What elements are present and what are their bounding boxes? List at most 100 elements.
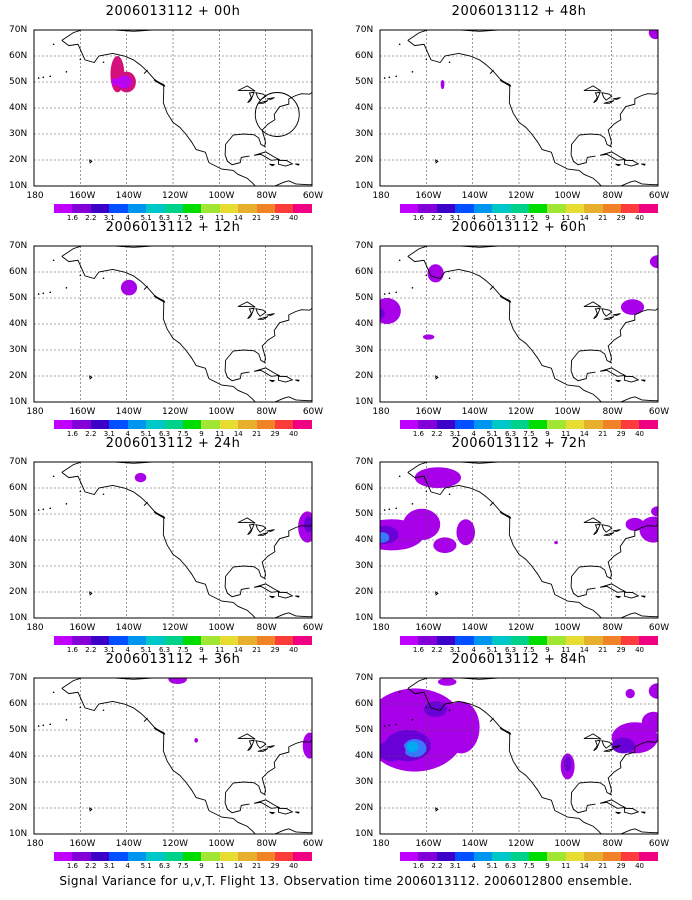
colorbar-label: 5.1 bbox=[140, 862, 152, 870]
colorbar-label: 40 bbox=[635, 430, 645, 438]
lon-label: 140W bbox=[461, 623, 488, 633]
lon-label: 60W bbox=[648, 839, 670, 849]
colorbar-swatch bbox=[473, 636, 493, 645]
colorbar-label: 9 bbox=[199, 214, 204, 222]
lon-label: 80W bbox=[602, 623, 623, 633]
island-dot bbox=[42, 76, 45, 79]
map-canvas bbox=[379, 245, 659, 403]
lake-outline bbox=[255, 524, 267, 533]
colorbar-swatch bbox=[90, 420, 110, 429]
lon-label: 80W bbox=[256, 839, 277, 849]
lat-label: 70N bbox=[9, 673, 28, 683]
colorbar-swatch bbox=[492, 204, 511, 213]
island-outline bbox=[153, 79, 166, 87]
island-dot bbox=[383, 509, 386, 511]
island-outline bbox=[295, 379, 300, 382]
lon-label: 120W bbox=[508, 839, 535, 849]
colorbar-label: 14 bbox=[579, 214, 589, 222]
colorbar-label: 2.2 bbox=[85, 214, 97, 222]
map-canvas bbox=[33, 245, 313, 403]
variance-contour bbox=[554, 541, 558, 545]
colorbar-swatch bbox=[565, 636, 585, 645]
lon-label: 60W bbox=[648, 191, 670, 201]
lat-label: 10N bbox=[9, 397, 28, 407]
island-outline bbox=[434, 807, 439, 812]
island-dot bbox=[42, 292, 45, 295]
colorbar-swatch bbox=[639, 204, 658, 213]
variance-contour bbox=[406, 741, 419, 753]
colorbar-swatch bbox=[584, 420, 603, 429]
lat-label: 70N bbox=[9, 241, 28, 251]
colorbar-swatch bbox=[238, 852, 257, 861]
coastline bbox=[407, 462, 519, 473]
island-outline bbox=[253, 367, 281, 377]
lat-label: 30N bbox=[9, 345, 28, 355]
colorbar-swatch bbox=[164, 420, 183, 429]
colorbar-swatch bbox=[146, 636, 165, 645]
colorbar-swatch bbox=[565, 420, 585, 429]
colorbar-label: 40 bbox=[289, 430, 299, 438]
colorbar-label: 11 bbox=[215, 862, 225, 870]
colorbar-label: 21 bbox=[598, 862, 608, 870]
island-dot bbox=[388, 76, 391, 79]
lat-label: 10N bbox=[355, 181, 374, 191]
colorbar-label: 14 bbox=[233, 646, 243, 654]
colorbar-swatch bbox=[293, 420, 312, 429]
colorbar-swatch bbox=[528, 204, 548, 213]
lat-label: 70N bbox=[355, 673, 374, 683]
colorbar-swatch bbox=[54, 852, 73, 861]
panel-title: 2006013112 + 12h bbox=[105, 220, 241, 235]
map-frame bbox=[33, 245, 313, 403]
colorbar-label: 7.5 bbox=[523, 646, 535, 654]
island-dot bbox=[49, 75, 52, 78]
colorbar-swatch bbox=[565, 204, 585, 213]
lon-label: 140W bbox=[461, 839, 488, 849]
colorbar-swatch bbox=[602, 420, 622, 429]
island-dot bbox=[42, 724, 45, 727]
lat-label: 70N bbox=[355, 25, 374, 35]
colorbar-label: 29 bbox=[270, 430, 280, 438]
colorbar-swatch bbox=[584, 852, 603, 861]
lon-label: 60W bbox=[302, 191, 324, 201]
lat-label: 30N bbox=[355, 561, 374, 571]
map-canvas bbox=[379, 461, 659, 619]
colorbar-swatch bbox=[127, 204, 147, 213]
colorbar-swatch bbox=[293, 204, 312, 213]
colorbar-swatch bbox=[621, 852, 640, 861]
island-dot bbox=[49, 723, 52, 726]
lon-label: 100W bbox=[554, 407, 581, 417]
colorbar-swatch bbox=[510, 204, 529, 213]
coastline bbox=[61, 246, 173, 257]
variance-contour bbox=[168, 678, 187, 684]
lake-outline bbox=[237, 85, 256, 92]
colorbar-swatch bbox=[201, 852, 220, 861]
lon-label: 100W bbox=[554, 623, 581, 633]
lon-label: 120W bbox=[508, 407, 535, 417]
lat-label: 70N bbox=[9, 25, 28, 35]
colorbar-swatch bbox=[182, 204, 202, 213]
lat-label: 10N bbox=[9, 829, 28, 839]
island-outline bbox=[295, 595, 300, 598]
colorbar-label: 29 bbox=[270, 214, 280, 222]
coastline bbox=[620, 396, 658, 402]
colorbar-swatch bbox=[621, 420, 640, 429]
island-outline bbox=[143, 285, 148, 291]
colorbar-label: 3.1 bbox=[103, 862, 115, 870]
lon-label: 60W bbox=[302, 407, 324, 417]
colorbar-label: 6.3 bbox=[158, 430, 171, 438]
colorbar-label: 21 bbox=[598, 430, 608, 438]
island-dot bbox=[398, 259, 401, 262]
lat-label: 60N bbox=[355, 699, 374, 709]
lat-label: 50N bbox=[9, 293, 28, 303]
island-dot bbox=[79, 490, 82, 493]
coastline bbox=[61, 462, 173, 473]
colorbar-swatch bbox=[201, 204, 220, 213]
island-outline bbox=[434, 375, 439, 380]
island-dot bbox=[398, 475, 401, 478]
island-dot bbox=[398, 43, 401, 46]
variance-contour bbox=[380, 532, 390, 543]
lake-outline bbox=[237, 733, 256, 740]
lat-label: 50N bbox=[355, 77, 374, 87]
map-panel-36h: 2006013112 + 36h 70N 60N 50N 40N 30N 20N 10N 180… bbox=[0, 648, 346, 870]
colorbar-label: 2.2 bbox=[85, 646, 97, 654]
